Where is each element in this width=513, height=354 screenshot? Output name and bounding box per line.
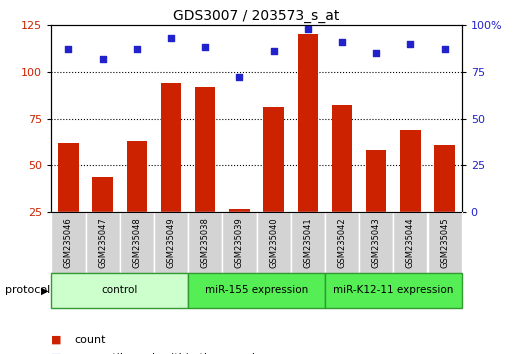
Bar (427, 212, 462, 273)
Point (441, 46, 449, 52)
Bar (325, 273, 462, 308)
Bar (51, 212, 86, 273)
Text: ■: ■ (51, 335, 62, 345)
Point (98, 56, 107, 61)
Text: miR-155 expression: miR-155 expression (205, 285, 308, 295)
Bar (222, 212, 256, 273)
Text: ■: ■ (51, 353, 62, 354)
Point (304, 26, 312, 32)
Bar (291, 212, 325, 273)
Text: ▶: ▶ (41, 285, 49, 295)
Bar (325, 212, 359, 273)
Bar (263, 107, 284, 212)
Bar (92, 177, 113, 212)
Text: GSM235039: GSM235039 (235, 217, 244, 268)
Text: GDS3007 / 203573_s_at: GDS3007 / 203573_s_at (173, 9, 340, 23)
Text: GSM235041: GSM235041 (303, 217, 312, 268)
Text: GSM235049: GSM235049 (167, 217, 175, 268)
Bar (393, 212, 427, 273)
Bar (154, 212, 188, 273)
Text: GSM235040: GSM235040 (269, 217, 278, 268)
Text: GSM235046: GSM235046 (64, 217, 73, 268)
Point (133, 46, 141, 52)
Bar (400, 130, 421, 212)
Bar (51, 273, 188, 308)
Text: GSM235043: GSM235043 (372, 217, 381, 268)
Text: control: control (102, 285, 138, 295)
Bar (298, 34, 318, 212)
Bar (435, 145, 455, 212)
Bar (58, 143, 78, 212)
Point (235, 74, 244, 80)
Text: GSM235038: GSM235038 (201, 217, 210, 268)
Bar (229, 209, 250, 212)
Text: protocol: protocol (5, 285, 50, 295)
Bar (127, 141, 147, 212)
Bar (86, 212, 120, 273)
Point (372, 50, 380, 56)
Text: GSM235045: GSM235045 (440, 217, 449, 268)
Point (269, 48, 278, 54)
Text: miR-K12-11 expression: miR-K12-11 expression (333, 285, 453, 295)
Bar (188, 212, 222, 273)
Text: count: count (74, 335, 106, 345)
Point (167, 35, 175, 41)
Bar (188, 273, 325, 308)
Bar (366, 150, 386, 212)
Text: percentile rank within the sample: percentile rank within the sample (74, 353, 262, 354)
Text: GSM235047: GSM235047 (98, 217, 107, 268)
Point (201, 45, 209, 50)
Bar (332, 105, 352, 212)
Bar (256, 212, 291, 273)
Bar (195, 87, 215, 212)
Bar (120, 212, 154, 273)
Point (406, 41, 415, 46)
Point (338, 39, 346, 45)
Text: GSM235042: GSM235042 (338, 217, 346, 268)
Point (64, 46, 72, 52)
Bar (359, 212, 393, 273)
Text: GSM235048: GSM235048 (132, 217, 141, 268)
Bar (161, 83, 181, 212)
Text: GSM235044: GSM235044 (406, 217, 415, 268)
